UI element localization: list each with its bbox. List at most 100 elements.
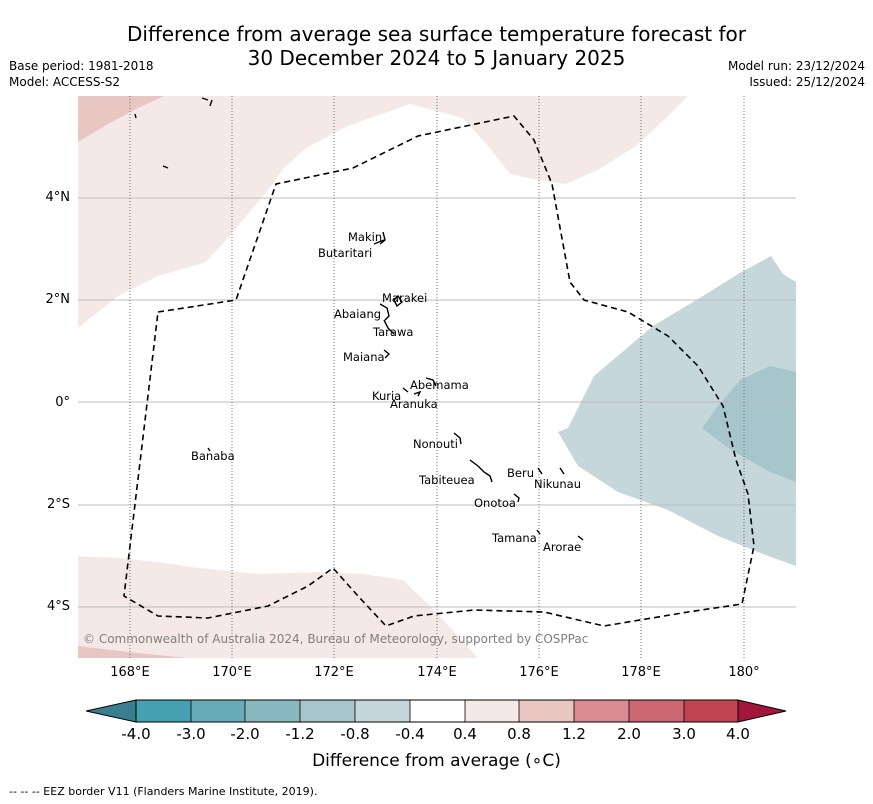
label-nonouti: Nonouti bbox=[413, 437, 458, 451]
lon-label-180: 180° bbox=[728, 665, 760, 680]
map-panel: Makin Butaritari Marakei Abaiang Tarawa … bbox=[78, 96, 796, 658]
colorbar-dividers bbox=[190, 700, 685, 722]
island-kuria bbox=[402, 387, 409, 393]
island-north-islet-2 bbox=[209, 99, 213, 107]
island-butaritari bbox=[373, 239, 385, 245]
copyright-notice: © Commonwealth of Australia 2024, Bureau… bbox=[83, 632, 589, 646]
colorbar-bin-2 bbox=[191, 700, 245, 722]
lat-label-2n: 2°N bbox=[45, 292, 71, 307]
island-arorae bbox=[577, 535, 584, 541]
lon-label-174e: 174°E bbox=[417, 665, 457, 680]
island-tamana bbox=[536, 529, 541, 535]
colorbar-frame bbox=[135, 699, 739, 723]
island-north-islet-4 bbox=[162, 165, 169, 169]
label-beru: Beru bbox=[507, 466, 534, 480]
colorbar-tick-5: -0.8 bbox=[340, 725, 370, 743]
lat-label-0: 0° bbox=[55, 395, 70, 410]
colorbar-high-extension bbox=[737, 699, 787, 723]
map-title: Difference from average sea surface temp… bbox=[0, 22, 873, 70]
colorbar-tick-12: 4.0 bbox=[726, 725, 750, 743]
colorbar-bin-1 bbox=[136, 700, 191, 722]
eez-footnote: -- -- -- EEZ border V11 (Flanders Marine… bbox=[9, 785, 318, 798]
meta-left: Base period: 1981-2018 Model: ACCESS-S2 bbox=[9, 58, 154, 90]
label-nikunau: Nikunau bbox=[534, 477, 582, 491]
island-onotoa bbox=[513, 493, 520, 503]
lat-label-4s: 4°S bbox=[46, 599, 70, 614]
longitude-gridlines bbox=[129, 96, 745, 658]
lon-label-172e: 172°E bbox=[314, 665, 354, 680]
title-line-2: 30 December 2024 to 5 January 2025 bbox=[247, 46, 626, 70]
colorbar-tick-1: -4.0 bbox=[121, 725, 151, 743]
colorbar-bin-3 bbox=[245, 700, 300, 722]
colorbar-tick-11: 3.0 bbox=[672, 725, 696, 743]
base-period-text: Base period: 1981-2018 bbox=[9, 59, 154, 73]
colorbar-tick-4: -1.2 bbox=[285, 725, 315, 743]
colorbar-tick-10: 2.0 bbox=[617, 725, 641, 743]
island-nonouti bbox=[453, 432, 462, 445]
colorbar-bin-4 bbox=[300, 700, 355, 722]
warm-anomaly-region-southwest bbox=[78, 646, 188, 658]
island-banaba bbox=[207, 447, 211, 452]
lon-label-168e: 168°E bbox=[110, 665, 150, 680]
lon-label-176e: 176°E bbox=[519, 665, 559, 680]
lon-label-178e: 178°E bbox=[621, 665, 661, 680]
label-banaba: Banaba bbox=[191, 449, 235, 463]
colorbar-bin-11 bbox=[684, 700, 738, 722]
label-onotoa: Onotoa bbox=[474, 496, 516, 510]
lon-label-170e: 170°E bbox=[212, 665, 252, 680]
colorbar-bin-10 bbox=[629, 700, 684, 722]
cool-anomaly-region-east bbox=[558, 256, 796, 566]
label-kuria: Kuria bbox=[372, 389, 402, 403]
island-maiana bbox=[383, 349, 391, 359]
cool-anomaly-region-core bbox=[702, 366, 796, 482]
label-tabiteuea: Tabiteuea bbox=[419, 473, 475, 487]
colorbar-tick-8: 0.8 bbox=[507, 725, 531, 743]
label-abaiang: Abaiang bbox=[334, 307, 382, 321]
island-makin bbox=[379, 231, 386, 245]
label-tamana: Tamana bbox=[492, 531, 537, 545]
eez-border bbox=[123, 115, 755, 627]
label-makin: Makin bbox=[348, 230, 383, 244]
colorbar bbox=[86, 699, 787, 723]
colorbar-tick-7: 0.4 bbox=[453, 725, 477, 743]
warm-anomaly-region-northwest bbox=[78, 96, 164, 142]
label-abemama: Abemama bbox=[410, 378, 469, 392]
model-run-text: Model run: 23/12/2024 bbox=[727, 59, 865, 73]
colorbar-bin-9 bbox=[574, 700, 629, 722]
map-canvas bbox=[78, 96, 796, 658]
island-north-islet-1 bbox=[201, 97, 209, 101]
colorbar-bin-8 bbox=[519, 700, 574, 722]
colorbar-label: Difference from average (∘C) bbox=[312, 751, 561, 771]
island-north-islet-3 bbox=[134, 113, 137, 119]
label-marakei: Marakei bbox=[382, 291, 428, 305]
island-tarawa bbox=[383, 319, 395, 335]
colorbar-bin-5 bbox=[355, 700, 410, 722]
model-text: Model: ACCESS-S2 bbox=[9, 75, 121, 89]
island-abaiang bbox=[379, 303, 390, 321]
island-coastlines bbox=[134, 97, 584, 541]
colorbar-bin-6 bbox=[410, 700, 465, 722]
colorbar-tick-9: 1.2 bbox=[562, 725, 586, 743]
colorbar-bin-7 bbox=[465, 700, 519, 722]
label-maiana: Maiana bbox=[343, 350, 385, 364]
island-tabiteuea bbox=[469, 459, 493, 483]
title-line-1: Difference from average sea surface temp… bbox=[126, 22, 746, 46]
colorbar-tick-3: -2.0 bbox=[230, 725, 260, 743]
colorbar-low-extension bbox=[86, 699, 137, 723]
colorbar-tick-6: -0.4 bbox=[395, 725, 425, 743]
label-aranuka: Aranuka bbox=[390, 397, 438, 411]
island-beru bbox=[537, 467, 543, 475]
lat-label-4n: 4°N bbox=[45, 190, 71, 205]
warm-anomaly-region-north bbox=[78, 96, 688, 328]
colorbar-tick-2: -3.0 bbox=[176, 725, 206, 743]
label-arorae: Arorae bbox=[543, 540, 582, 554]
issued-text: Issued: 25/12/2024 bbox=[749, 75, 865, 89]
island-aranuka bbox=[413, 390, 422, 397]
island-nikunau bbox=[559, 467, 565, 475]
island-marakei bbox=[393, 294, 403, 308]
lat-label-2s: 2°S bbox=[46, 497, 70, 512]
label-tarawa: Tarawa bbox=[373, 325, 414, 339]
island-abemama bbox=[425, 377, 437, 387]
label-butaritari: Butaritari bbox=[318, 246, 373, 260]
meta-right: Model run: 23/12/2024 Issued: 25/12/2024 bbox=[728, 58, 865, 90]
